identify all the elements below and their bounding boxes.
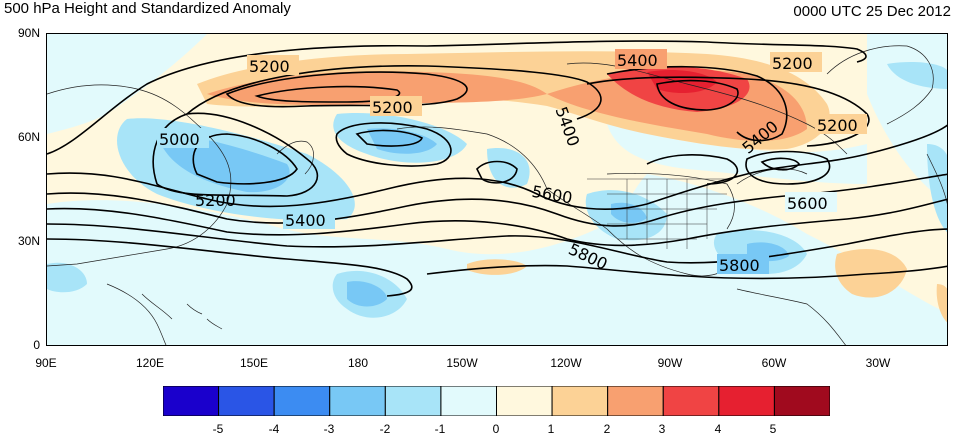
x-label-30w: 30W: [865, 356, 891, 370]
contour-label: 5000: [159, 130, 200, 149]
contour-label: 5200: [772, 54, 813, 73]
colorbar-label: 2: [603, 422, 611, 436]
colorbar-label: -2: [379, 422, 391, 436]
x-label-120e: 120E: [135, 356, 165, 370]
contour-label: 5200: [249, 57, 290, 76]
contour-label: 5200: [372, 98, 413, 117]
colorbar-swatch: [329, 386, 386, 416]
colorbar-label: -4: [268, 422, 280, 436]
contour-label-group: 5200 5400 5200 5200 5000 5400 5400 5200 …: [157, 49, 867, 275]
y-label-90n: 90N: [17, 26, 40, 40]
contour-label: 5400: [285, 211, 326, 230]
colorbar-swatch: [551, 386, 609, 416]
y-label-eq: 0: [33, 338, 40, 352]
state-boundaries: [587, 178, 727, 249]
colorbar-swatch: [773, 386, 830, 416]
colorbar: [163, 386, 830, 416]
colorbar-swatch: [662, 386, 720, 416]
colorbar-label: 1: [547, 422, 555, 436]
y-label-60n: 60N: [17, 130, 40, 144]
map-title: 500 hPa Height and Standardized Anomaly: [4, 0, 291, 17]
colorbar-label: -5: [212, 422, 224, 436]
colorbar-label: 4: [714, 422, 722, 436]
map-timestamp: 0000 UTC 25 Dec 2012: [793, 3, 951, 20]
colorbar-label: 5: [769, 422, 777, 436]
anomaly-shading: [47, 34, 947, 345]
x-label-90w: 90W: [657, 356, 683, 370]
height-contours: [47, 40, 947, 297]
colorbar-swatch: [440, 386, 498, 416]
contour-label: 5400: [617, 51, 658, 70]
x-label-60w: 60W: [761, 356, 787, 370]
x-label-120w: 120W: [550, 356, 582, 370]
map-plot-area: 5200 5400 5200 5200 5000 5400 5400 5200 …: [46, 33, 948, 346]
contour-label: 5200: [195, 191, 236, 210]
colorbar-swatch: [384, 386, 442, 416]
colorbar-label: 3: [658, 422, 666, 436]
colorbar-label: 0: [492, 422, 500, 436]
colorbar-swatch: [718, 386, 775, 416]
contour-label: 5200: [817, 116, 858, 135]
x-label-150w: 150W: [446, 356, 478, 370]
colorbar-swatch: [218, 386, 275, 416]
x-label-180: 180: [347, 356, 369, 370]
colorbar-swatch: [496, 386, 553, 416]
colorbar-label: -1: [434, 422, 446, 436]
colorbar-swatch: [273, 386, 331, 416]
map-svg: 5200 5400 5200 5200 5000 5400 5400 5200 …: [47, 34, 947, 345]
colorbar-svg: [163, 386, 830, 416]
contour-label: 5800: [719, 256, 760, 275]
y-label-30n: 30N: [17, 234, 40, 248]
x-label-150e: 150E: [239, 356, 269, 370]
contour-label: 5600: [787, 194, 828, 213]
colorbar-swatch: [607, 386, 664, 416]
x-label-90e: 90E: [35, 356, 57, 370]
colorbar-swatch: [163, 386, 220, 416]
colorbar-label: -3: [323, 422, 335, 436]
